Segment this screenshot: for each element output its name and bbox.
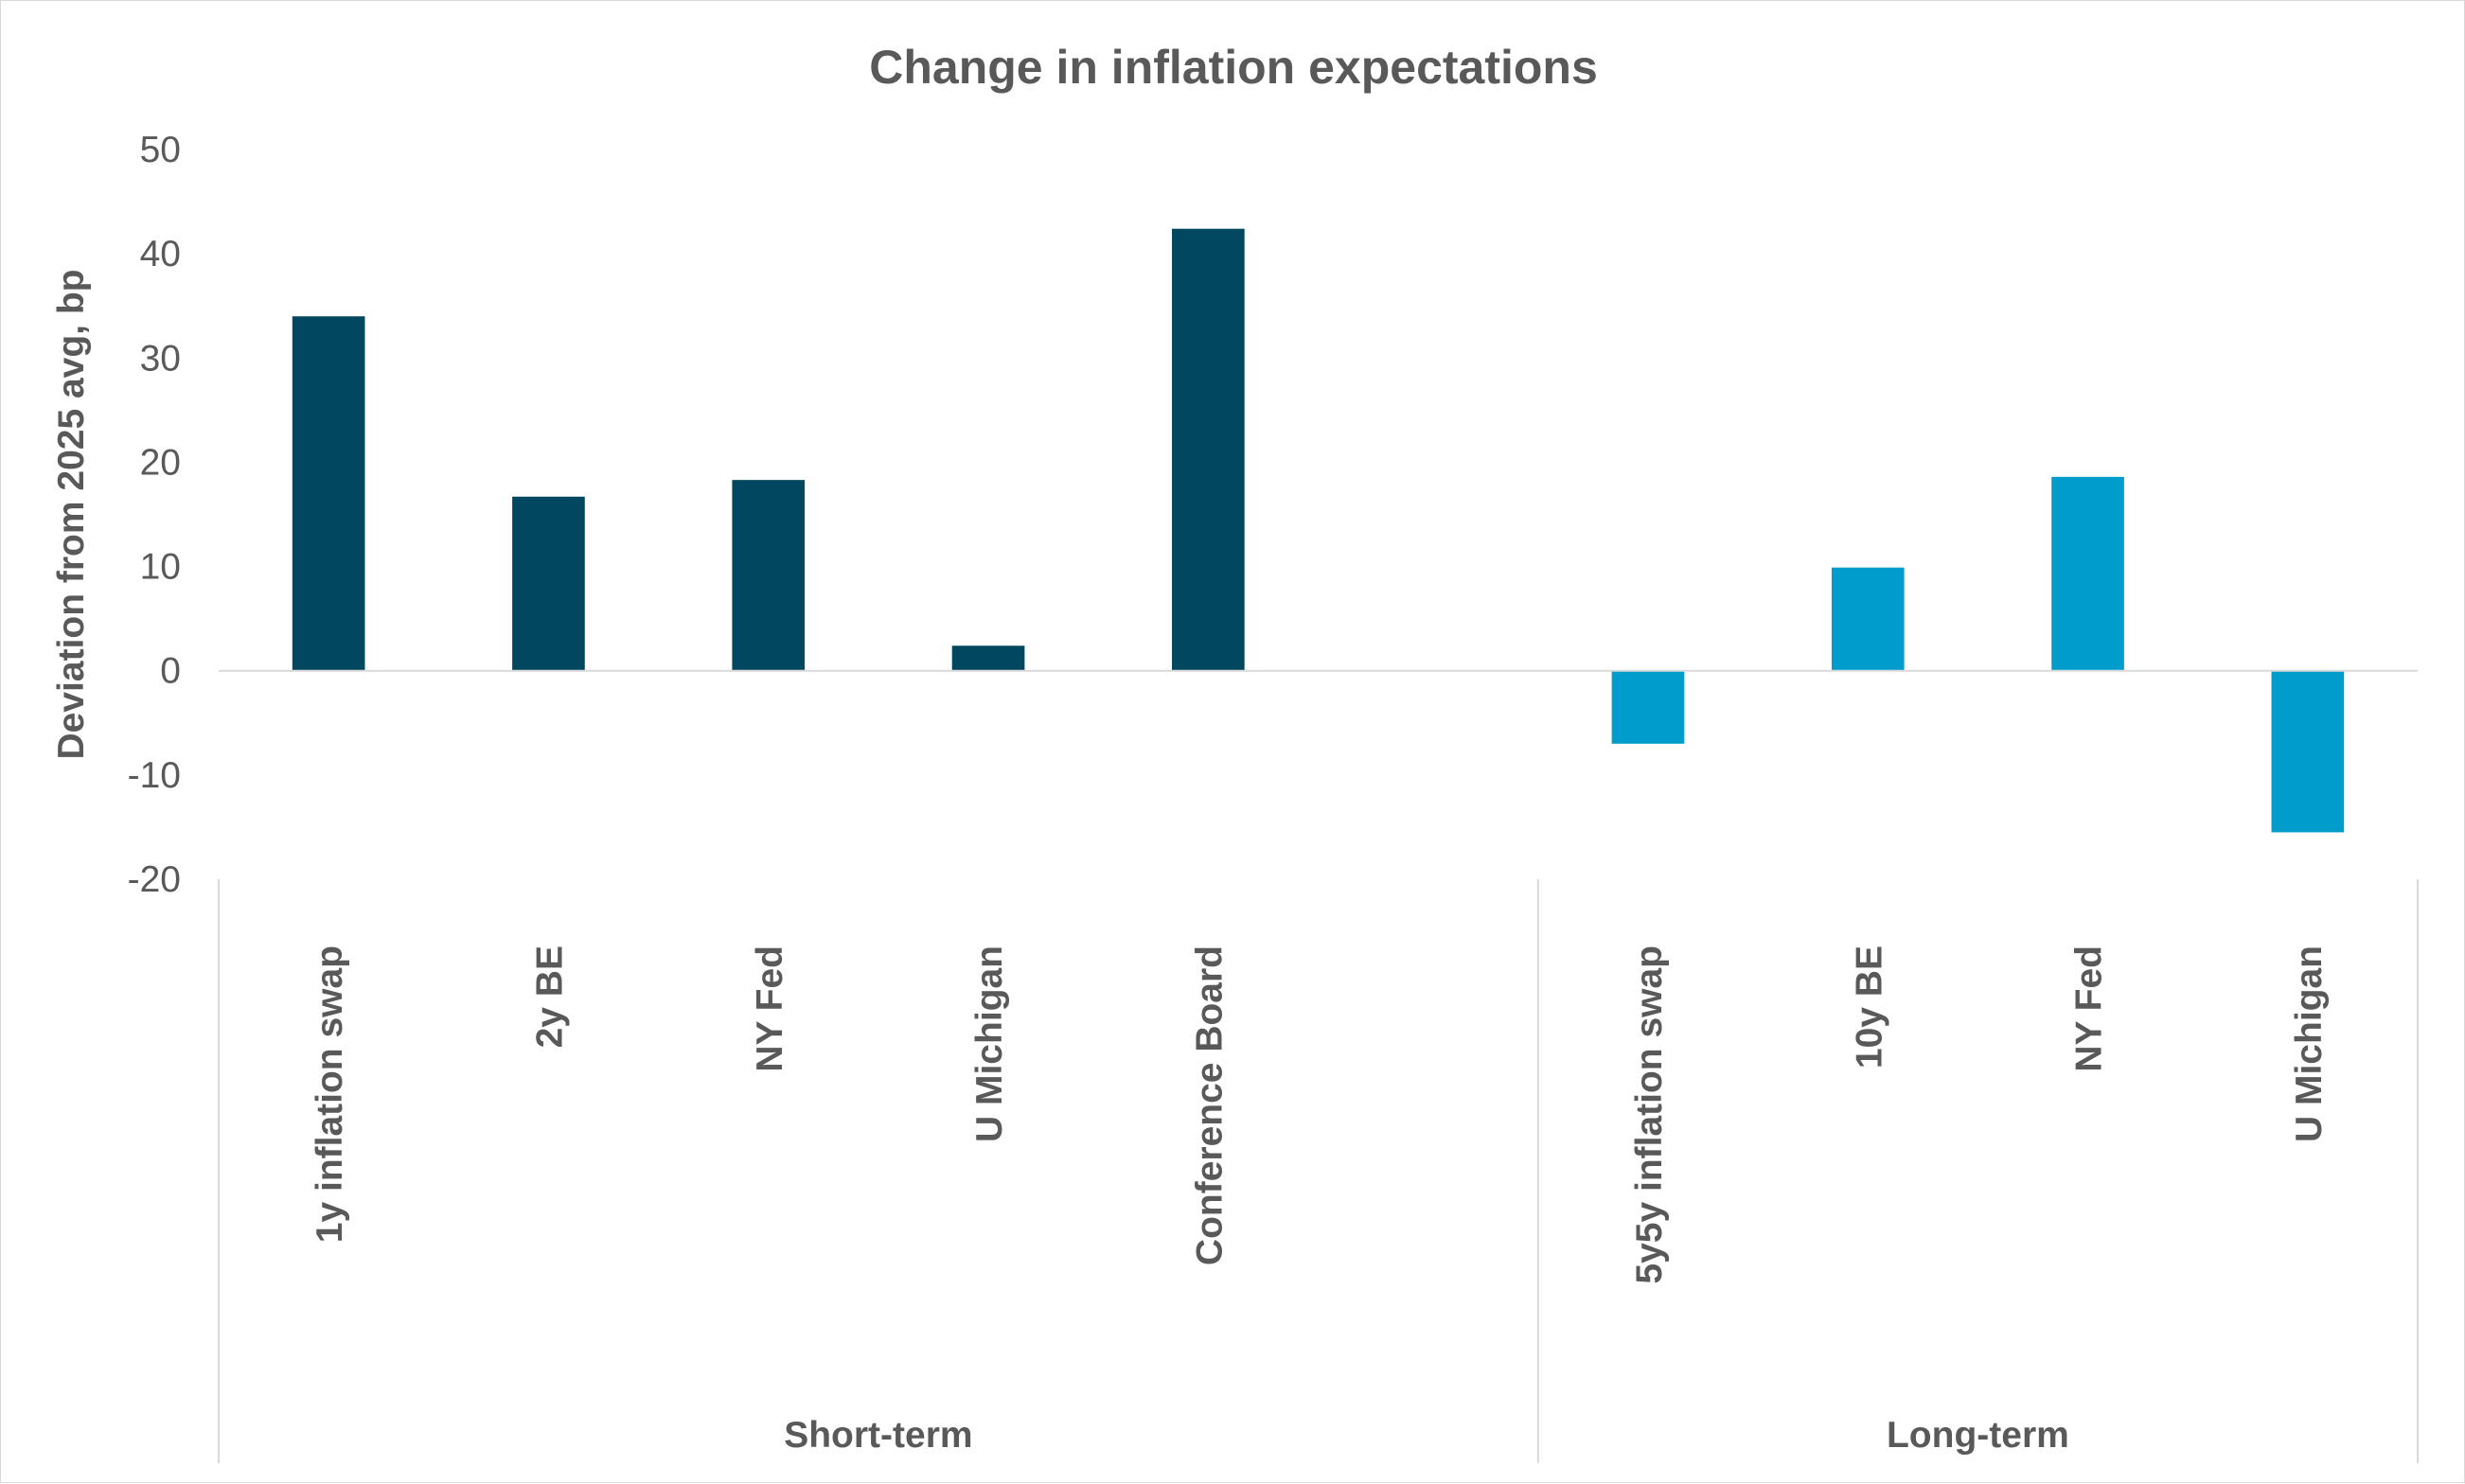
- bar: [1831, 567, 1905, 671]
- bar: [512, 496, 585, 671]
- y-tick-label: 40: [140, 234, 181, 274]
- y-tick-label: 50: [140, 130, 181, 170]
- x-tick-label: 10y BE: [1849, 945, 1889, 1069]
- y-axis-label: Deviation from 2025 avg, bp: [51, 270, 92, 760]
- bars: [292, 228, 2345, 833]
- x-tick-label: NY Fed: [750, 945, 790, 1072]
- bar: [2271, 670, 2345, 833]
- y-tick-label: 0: [160, 651, 181, 692]
- y-tick-label: 20: [140, 442, 181, 483]
- group-label: Short-term: [784, 1415, 972, 1456]
- bar: [2051, 476, 2124, 671]
- x-tick-label: U Michigan: [969, 945, 1010, 1142]
- bar: [1611, 670, 1685, 744]
- x-axis-groups: Short-term Long-term: [218, 879, 2419, 1463]
- bar: [951, 645, 1025, 671]
- group-label: Long-term: [1887, 1415, 2069, 1456]
- bar: [1172, 228, 1245, 671]
- x-tick-label: 5y5y inflation swap: [1629, 945, 1670, 1284]
- y-tick-label: -10: [128, 755, 181, 796]
- x-tick-label: 1y inflation swap: [310, 945, 350, 1243]
- y-axis: 50 40 30 20 10 0 -10 -20 Deviation from 2025 avg…: [51, 130, 181, 900]
- x-axis: 1y inflation swap 2y BE NY Fed U Michigan Co…: [219, 669, 2418, 1284]
- bar: [292, 316, 365, 671]
- chart-title: Change in inflation expectations: [869, 41, 1598, 94]
- bar: [732, 480, 806, 671]
- y-tick-label: 30: [140, 338, 181, 379]
- x-tick-label: 2y BE: [529, 945, 570, 1048]
- x-tick-label: U Michigan: [2289, 945, 2330, 1142]
- y-tick-label: -20: [128, 859, 181, 900]
- x-tick-label: NY Fed: [2069, 945, 2110, 1072]
- y-tick-label: 10: [140, 547, 181, 588]
- x-tick-label: Conference Board: [1189, 945, 1230, 1265]
